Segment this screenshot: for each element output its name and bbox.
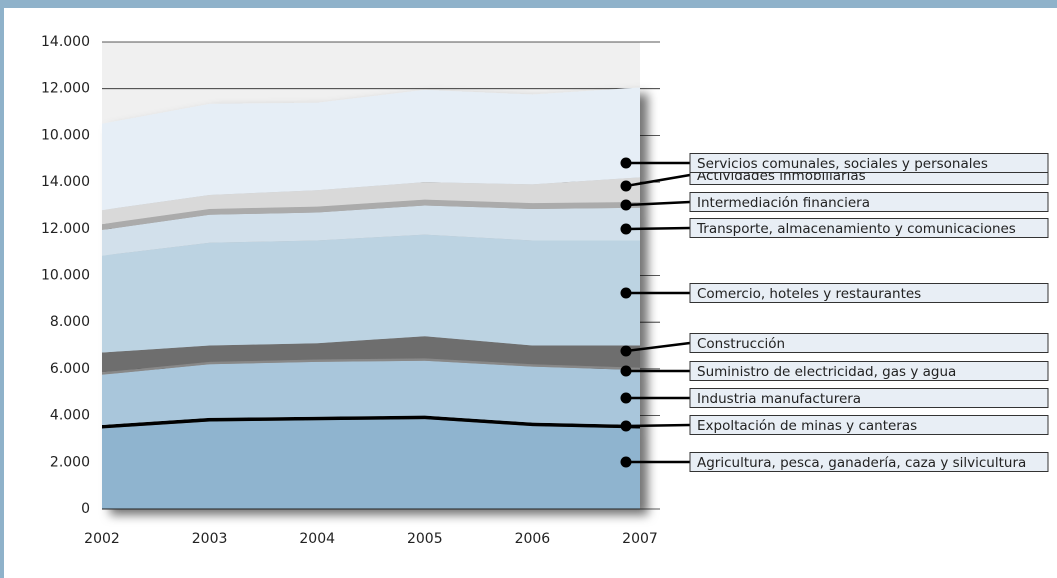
legend-box	[689, 452, 1049, 472]
y-tick-label: 10.000	[41, 268, 90, 284]
area	[102, 177, 640, 225]
legend-dot	[620, 420, 632, 432]
y-tick-label: 14.000	[41, 34, 90, 50]
legend-dot	[620, 287, 632, 299]
area	[102, 234, 640, 353]
legend-label: Suministro de electricidad, gas y agua	[697, 364, 956, 380]
y-tick-label: 6.000	[50, 361, 90, 377]
area	[102, 199, 640, 230]
legend-label: Agricultura, pesca, ganadería, caza y si…	[697, 455, 1026, 471]
y-tick-label: 2.000	[50, 454, 90, 470]
legend-dot	[620, 365, 632, 377]
area	[102, 360, 640, 425]
legend-box	[689, 153, 1049, 173]
legend-label: Comercio, hoteles y restaurantes	[697, 286, 921, 302]
legend-box	[689, 415, 1049, 435]
area	[102, 336, 640, 373]
y-tick-label: 14.000	[41, 174, 90, 190]
area	[102, 205, 640, 256]
left-border	[0, 0, 4, 578]
legend-label: Expoltación de minas y canteras	[697, 418, 917, 434]
y-tick-label: 0	[81, 501, 90, 517]
legend-connector	[625, 200, 691, 207]
legend-box	[689, 333, 1049, 353]
legend-box	[689, 388, 1049, 408]
area	[102, 415, 640, 429]
legend-box	[689, 361, 1049, 381]
legend-dot	[620, 223, 632, 235]
y-tick-label: 4.000	[50, 408, 90, 424]
legend-label: Industria manufacturera	[697, 391, 861, 407]
legend-dot	[620, 199, 632, 211]
area	[102, 87, 640, 211]
area	[102, 419, 640, 509]
legend-dot	[620, 392, 632, 404]
legend-dot	[620, 157, 632, 169]
legend-dot	[620, 345, 632, 357]
legend-dot	[620, 456, 632, 468]
top-bar	[0, 0, 1057, 8]
legend-connector	[625, 423, 691, 428]
x-tick-label: 2002	[84, 531, 120, 547]
legend-label: Construcción	[697, 336, 785, 352]
x-tick-label: 2006	[515, 531, 551, 547]
y-tick-label: 10.000	[41, 127, 90, 143]
legend-connector	[625, 341, 691, 353]
legend-label: Servicios comunales, sociales y personal…	[697, 156, 988, 172]
legend-dot	[620, 180, 632, 192]
x-tick-label: 2003	[192, 531, 228, 547]
legend-label: Transporte, almacenamiento y comunicacio…	[696, 221, 1016, 237]
x-tick-label: 2005	[407, 531, 443, 547]
y-tick-label: 8.000	[50, 314, 90, 330]
y-tick-label: 12.000	[41, 221, 90, 237]
x-tick-label: 2007	[622, 531, 658, 547]
legend-box	[689, 218, 1049, 238]
area	[102, 358, 640, 375]
x-tick-label: 2004	[299, 531, 335, 547]
y-tick-label: 12.000	[41, 81, 90, 97]
legend-box	[689, 192, 1049, 212]
legend-box	[689, 283, 1049, 303]
legend-connector	[625, 226, 691, 231]
legend-label: Intermediación financiera	[697, 195, 870, 211]
legend-connector	[625, 173, 691, 188]
areas	[102, 87, 640, 509]
